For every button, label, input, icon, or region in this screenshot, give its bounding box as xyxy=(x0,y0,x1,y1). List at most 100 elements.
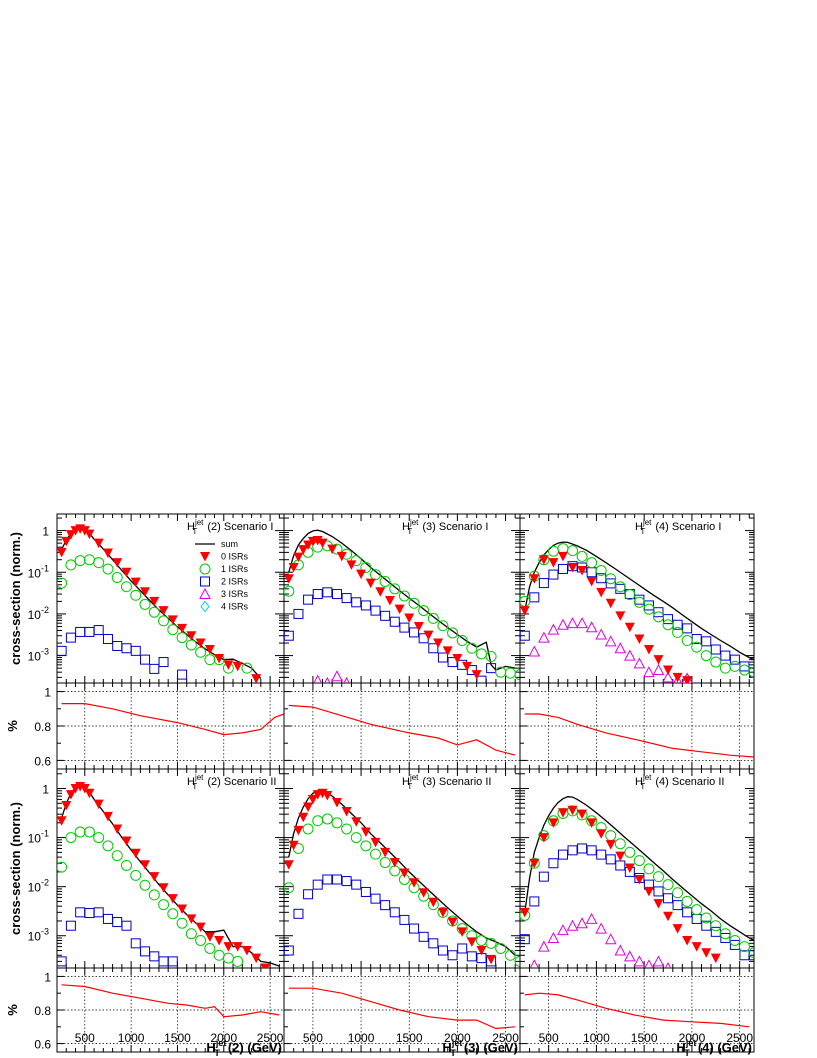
isr0-series xyxy=(520,805,721,964)
isr0-point xyxy=(149,596,160,607)
isr0-point xyxy=(538,555,549,565)
isr2-point xyxy=(634,594,645,605)
isr1-point xyxy=(302,823,314,835)
isr2-point xyxy=(437,652,448,663)
isr0-point xyxy=(177,904,188,915)
isr1-series xyxy=(284,813,520,967)
isr0-point xyxy=(653,899,664,909)
isr0-point xyxy=(303,802,314,813)
isr2-point xyxy=(102,634,113,645)
isr1-point xyxy=(475,648,487,660)
isr1-point xyxy=(748,666,754,678)
isr2-point xyxy=(84,626,95,637)
isr0-point xyxy=(413,621,424,632)
x-axis-label: Hjet T (3) (GeV) xyxy=(442,1038,518,1058)
isr0-point xyxy=(149,872,160,882)
x-axis-label: Hjet T (2) (GeV) xyxy=(206,1038,282,1058)
isr0-point xyxy=(327,544,338,555)
isr0-point xyxy=(284,860,294,870)
isr0-point xyxy=(288,840,299,851)
isr3-point xyxy=(585,912,598,924)
isr1-point xyxy=(130,869,142,881)
isr3-point xyxy=(644,959,654,968)
isr0-point xyxy=(433,638,444,649)
isr3-point xyxy=(528,645,541,657)
ratio-grid xyxy=(284,968,520,1052)
x-ticks xyxy=(529,514,750,769)
isr0-point xyxy=(399,868,410,878)
isr0-point xyxy=(84,788,95,799)
panel-title-sub: T xyxy=(192,782,197,791)
isr1-point xyxy=(504,667,516,679)
isr2-point xyxy=(586,845,597,856)
isr1-point xyxy=(111,571,123,583)
isr0-point xyxy=(303,540,314,551)
isr0-point xyxy=(365,578,376,589)
panel-title: Hjet T (4) Scenario I xyxy=(635,518,721,536)
isr1-point xyxy=(748,947,754,959)
isr1-point xyxy=(74,826,86,838)
isr2-point xyxy=(360,886,371,897)
isr0-point xyxy=(93,538,104,549)
isr1-point xyxy=(576,550,588,562)
isr1-point xyxy=(370,569,382,581)
isr0-point xyxy=(437,907,448,918)
y-ticks xyxy=(57,517,284,761)
isr1-point xyxy=(284,882,295,894)
isr0-point xyxy=(167,894,178,904)
x-axis-label-sup: jet xyxy=(215,1038,227,1048)
panel-title-sub: T xyxy=(640,527,645,536)
isr1-point xyxy=(185,928,197,940)
isr3-point xyxy=(576,617,588,629)
y-tick-label-exp: -1 xyxy=(41,563,49,573)
isr0-point xyxy=(428,897,439,908)
isr2-point xyxy=(380,900,391,911)
isr0-point xyxy=(596,829,607,839)
isr2-point xyxy=(341,593,352,604)
isr2-point xyxy=(672,900,683,911)
isr3-point xyxy=(557,618,569,630)
isr0-point xyxy=(466,937,477,947)
isr2-point xyxy=(370,605,381,616)
isr0-point xyxy=(653,655,664,665)
ratio-grid xyxy=(520,968,754,1052)
isr1-point xyxy=(130,589,142,601)
y-ticks xyxy=(284,773,520,1045)
isr1-point xyxy=(65,559,77,571)
isr2-point xyxy=(57,956,67,967)
isr0-series xyxy=(57,524,262,683)
sum-line xyxy=(524,541,754,661)
isr1-point xyxy=(222,952,234,964)
isr2-point xyxy=(605,854,616,865)
isr1-point xyxy=(624,589,636,601)
isr0-point xyxy=(634,874,645,885)
isr1-point xyxy=(595,565,607,577)
isr3-point xyxy=(324,676,331,683)
isr2-point xyxy=(538,578,549,589)
isr2-point xyxy=(596,849,607,860)
isr2-point xyxy=(331,874,342,885)
isr2-point xyxy=(739,950,750,961)
isr2-point xyxy=(293,908,304,919)
isr1-point xyxy=(514,669,520,681)
y-tick-label: 1 xyxy=(42,783,49,797)
legend-label: 4 ISRs xyxy=(221,602,249,612)
isr1-series xyxy=(57,826,244,967)
isr1-point xyxy=(232,955,244,967)
panel-title-rest: (4) Scenario I xyxy=(652,521,721,533)
isr2-point xyxy=(710,926,721,937)
y-tick-label-base: 10 xyxy=(28,930,42,944)
isr1-point xyxy=(710,920,722,932)
x-tick-label: 2000 xyxy=(210,1031,237,1045)
isr2-point xyxy=(486,663,497,674)
isr1-series xyxy=(520,805,754,959)
isr1-point xyxy=(312,815,324,827)
legend-label: sum xyxy=(221,539,238,549)
panel-title-h: H xyxy=(635,776,643,788)
y-tick-label: 10-3 xyxy=(28,647,49,664)
isr3-point xyxy=(633,657,646,669)
isr2-series xyxy=(57,907,178,967)
isr1-point xyxy=(195,934,207,946)
isr1-series xyxy=(284,540,520,681)
isr0-point xyxy=(471,670,482,680)
